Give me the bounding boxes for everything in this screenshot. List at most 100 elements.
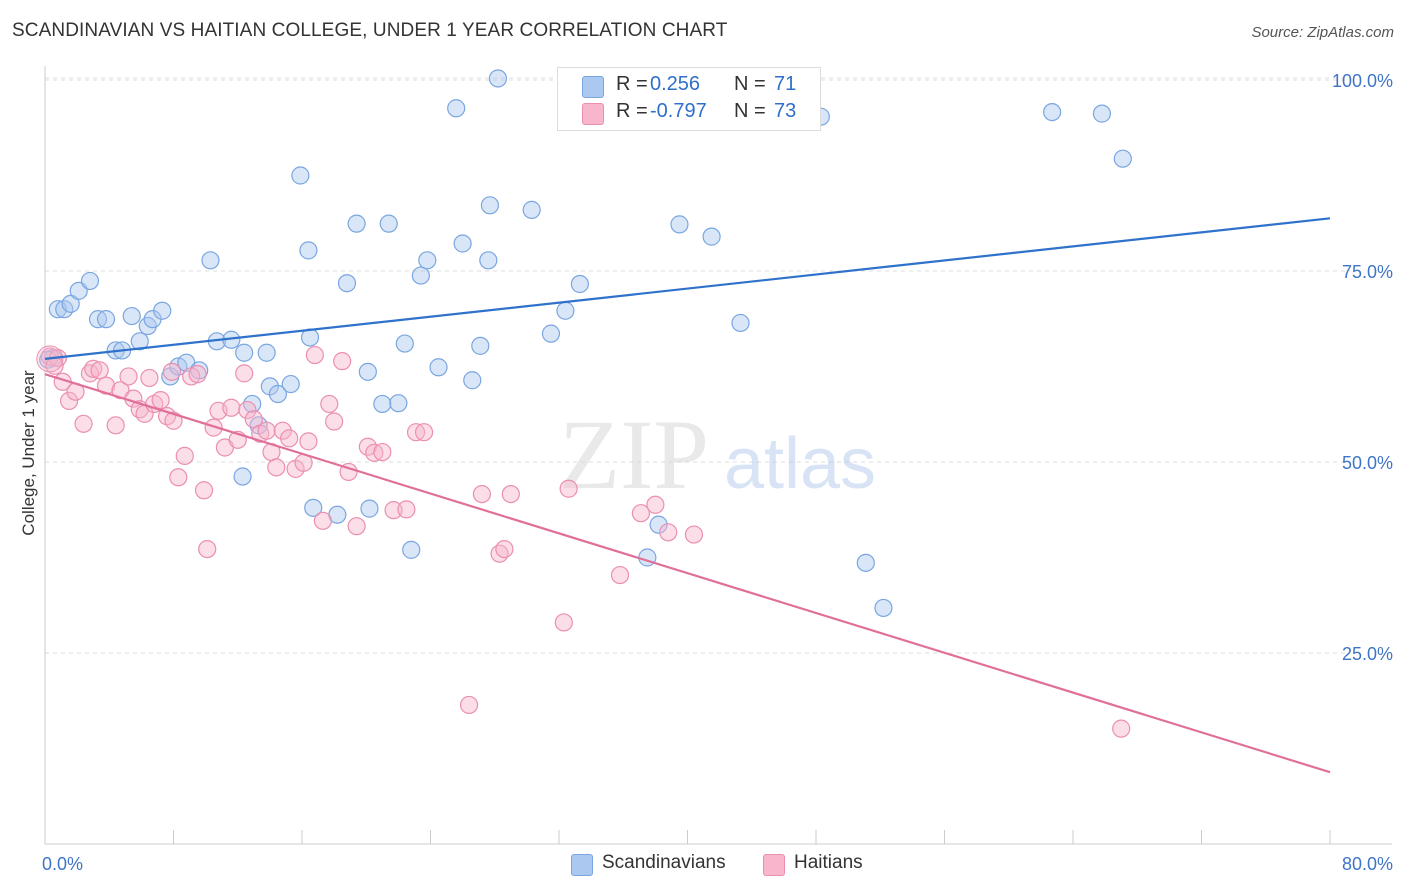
scandinavian-point: [291, 166, 310, 185]
haitian-trendline: [44, 373, 1331, 774]
y-tick-label: 100.0%: [1332, 71, 1393, 91]
scandinavian-point: [1092, 104, 1112, 123]
haitian-point: [235, 364, 254, 383]
legend-n-value: 73: [774, 100, 797, 122]
haitian-point: [222, 398, 241, 417]
haitian-point: [631, 504, 651, 523]
scandinavian-point: [479, 251, 498, 270]
legend-r-value: 0.256: [650, 73, 701, 95]
haitian-point: [305, 345, 324, 365]
haitian-point: [194, 481, 214, 500]
haitian-point: [111, 381, 130, 400]
scandinavian-point: [463, 371, 482, 390]
chart-title: SCANDINAVIAN VS HAITIAN COLLEGE, UNDER 1…: [12, 20, 728, 41]
scandinavian-point: [122, 306, 141, 326]
scandinavian-point: [360, 499, 379, 518]
scandinavian-point: [418, 251, 437, 270]
scandinavian-point: [389, 394, 408, 413]
legend-n-label: N =: [734, 73, 766, 95]
haitian-point: [162, 362, 181, 381]
scandinavian-point: [80, 271, 100, 291]
scandinavian-point: [347, 214, 366, 233]
scandinavian-point: [153, 301, 172, 320]
haitian-point: [373, 442, 392, 462]
legend-n-value: 71: [774, 73, 797, 95]
scandinavian-point: [411, 266, 430, 285]
haitian-point: [384, 501, 403, 520]
scandinavian-point: [453, 234, 472, 253]
chart-source: Source: ZipAtlas.com: [1251, 24, 1394, 41]
x-tick-label: 80.0%: [1342, 854, 1393, 874]
x-tick-label: 0.0%: [42, 854, 83, 874]
haitian-point: [198, 539, 217, 559]
haitian-point: [646, 495, 665, 514]
scandinavian-point: [731, 313, 750, 333]
scandinavian-point: [402, 540, 421, 559]
haitian-point: [684, 525, 704, 544]
scandinavian-point: [235, 343, 254, 362]
haitian-point: [175, 446, 194, 465]
scandinavian-point: [670, 215, 689, 234]
haitian-point: [204, 418, 223, 437]
haitian-point: [397, 500, 416, 519]
scandinavian-point: [61, 294, 80, 313]
scandinavian-point: [299, 241, 318, 260]
scandinavian-trendline: [44, 217, 1331, 360]
haitian-point: [257, 421, 276, 440]
haitian-point: [273, 421, 292, 440]
legend-r-label: R =: [616, 100, 648, 122]
haitian-point: [559, 479, 578, 498]
scandinavian-point: [429, 358, 448, 377]
haitian-point: [320, 394, 339, 414]
haitian-point: [501, 484, 520, 504]
scandinavian-point: [337, 274, 357, 293]
haitian-point: [59, 391, 79, 410]
correlation-legend: R = 0.256 N = 71 R = -0.797 N = 73: [557, 67, 821, 131]
scandinavian-point: [1113, 149, 1132, 168]
legend-r-value: -0.797: [650, 100, 707, 122]
y-tick-label: 75.0%: [1342, 262, 1393, 282]
haitian-point: [1112, 719, 1131, 738]
bottom-legend-swatch-pink: [763, 854, 785, 876]
haitian-point: [459, 695, 479, 715]
scandinavian-point: [358, 362, 377, 381]
haitian-point: [164, 411, 183, 430]
scandinavian-point: [373, 394, 392, 414]
haitian-point: [299, 432, 318, 451]
scandinavian-point: [201, 251, 220, 270]
scandinavian-point: [874, 598, 893, 618]
legend-swatch-pink: [582, 103, 604, 125]
haitian-point: [313, 511, 332, 530]
legend-n-label: N =: [734, 100, 766, 122]
haitian-point: [267, 458, 286, 477]
scandinavian-point: [1043, 102, 1062, 122]
haitian-point: [554, 613, 573, 632]
scandinavian-point: [233, 467, 252, 486]
haitian-point: [495, 539, 514, 559]
scandinavian-point: [480, 196, 500, 215]
haitian-point: [659, 523, 678, 542]
haitian-point: [280, 429, 299, 448]
scandinavian-point: [130, 332, 149, 351]
haitian-point: [610, 565, 630, 585]
haitian-point: [333, 352, 352, 371]
scandinavian-point: [304, 498, 323, 517]
scandinavian-point: [96, 310, 116, 329]
haitian-point: [325, 412, 344, 431]
y-tick-label: 50.0%: [1342, 453, 1393, 473]
haitian-point: [188, 365, 207, 384]
haitian-point: [119, 367, 138, 386]
scandinavian-point: [556, 301, 575, 320]
haitian-point: [414, 423, 434, 442]
scandinavian-point: [379, 214, 398, 233]
scandinavian-point: [281, 374, 300, 394]
legend-swatch-blue: [582, 76, 604, 98]
haitian-point: [140, 368, 159, 388]
scandinavian-point: [649, 515, 668, 534]
bottom-legend-swatch-blue: [571, 854, 593, 876]
scandinavian-point: [471, 336, 490, 355]
scandinavian-point: [268, 384, 288, 404]
haitian-point: [84, 359, 103, 378]
watermark-zip: ZIP: [559, 399, 709, 510]
